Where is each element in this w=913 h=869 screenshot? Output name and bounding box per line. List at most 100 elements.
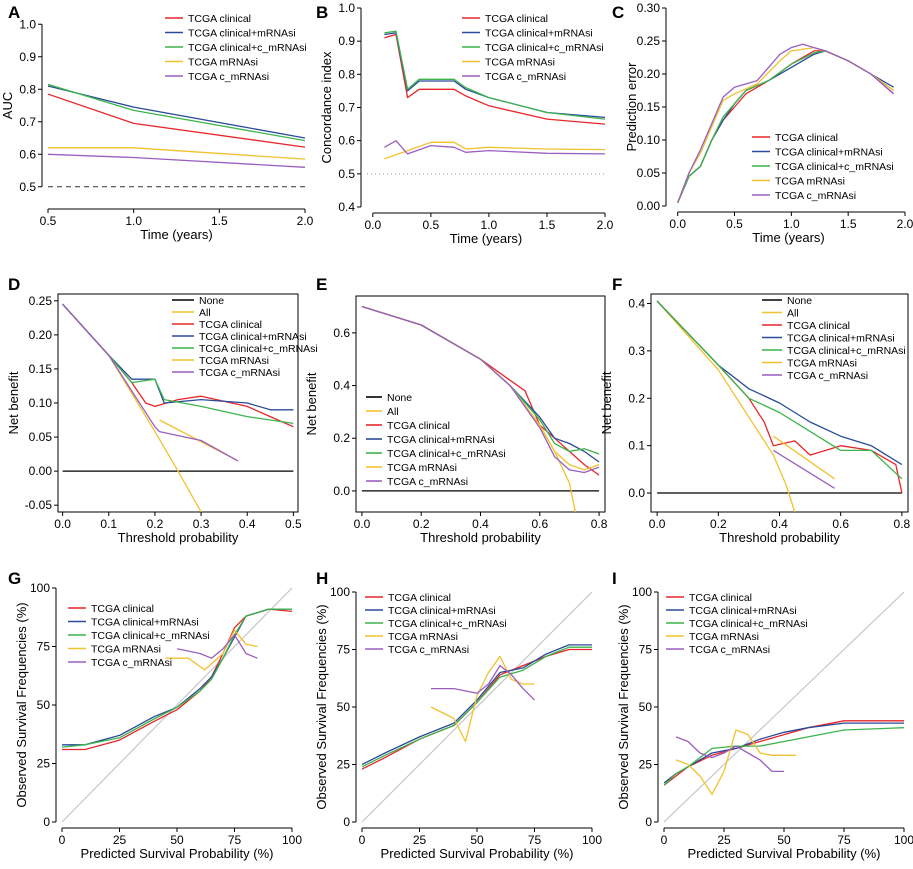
series-line-mRNAsi	[384, 141, 605, 160]
series-line-c-mRNAsi	[62, 303, 239, 462]
legend-label: TCGA c_mRNAsi	[485, 71, 566, 83]
legend-label: TCGA clinical+c_mRNAsi	[199, 343, 318, 355]
y-tick-label: 75	[639, 643, 653, 657]
y-tick-label: 0.15	[637, 100, 661, 114]
x-tick-label: 0.4	[239, 517, 256, 531]
y-axis-title: Net benefit	[304, 372, 319, 435]
x-axis-title: Time (years)	[752, 230, 824, 245]
series-line-clinical-c-mRNAsi	[362, 646, 592, 768]
legend-label: TCGA clinical+mRNAsi	[91, 617, 199, 629]
y-tick-label: 0.4	[333, 379, 350, 393]
x-tick-label: 50	[170, 833, 184, 847]
legend-label: None	[387, 392, 412, 404]
y-tick-label: 0.6	[338, 134, 355, 148]
legend-label: TCGA mRNAsi	[787, 358, 857, 370]
legend-label: TCGA c_mRNAsi	[689, 644, 770, 656]
legend-label: TCGA clinical+c_mRNAsi	[388, 618, 507, 630]
panel-letter: G	[8, 569, 21, 588]
series-line-clinical-c-mRNAsi	[48, 83, 305, 142]
x-tick-label: 0.5	[40, 214, 57, 228]
panel-i: I 0 25 50 75 100 0 25 50 75 100 Predicted Survival …	[612, 569, 913, 861]
y-axis-title: Observed Survival Frequencies (%)	[616, 604, 631, 809]
x-tick-label: 100	[282, 833, 302, 847]
x-tick-label: 0.2	[147, 517, 164, 531]
legend-label: TCGA mRNAsi	[387, 462, 457, 474]
legend-label: TCGA clinical	[91, 603, 154, 615]
y-axis-title: Observed Survival Frequencies (%)	[14, 602, 29, 807]
series-line-c-mRNAsi	[431, 664, 535, 701]
panel-c: C 0.0 0.5 1.0 1.5 2.0 0.00 0.05 0.10 0.15 0.20 0.25…	[612, 1, 913, 245]
panel-h: H 0 25 50 75 100 0 25 50 75 100 Predicted Survival …	[314, 569, 602, 861]
legend-label: TCGA c_mRNAsi	[787, 370, 868, 382]
series-line-clinical-c-mRNAsi	[664, 727, 904, 786]
y-tick-label: 100	[330, 585, 350, 599]
y-tick-label: 0.5	[338, 167, 355, 181]
legend-label: TCGA clinical+mRNAsi	[387, 434, 495, 446]
y-tick-label: 0.9	[338, 34, 355, 48]
legend-label: TCGA clinical	[689, 592, 752, 604]
x-tick-label: 0.2	[710, 517, 727, 531]
x-tick-label: 0.8	[591, 517, 608, 531]
legend-label: TCGA mRNAsi	[188, 57, 258, 69]
y-tick-label: 0.05	[637, 166, 661, 180]
legend-label: TCGA clinical	[388, 592, 451, 604]
y-tick-label: 0.10	[637, 133, 661, 147]
x-tick-label: 100	[582, 833, 602, 847]
panel-letter: H	[316, 569, 328, 588]
y-axis-title: Observed Survival Frequencies (%)	[314, 604, 329, 809]
legend-label: TCGA clinical+c_mRNAsi	[775, 161, 894, 173]
series-line-clinical-c-mRNAsi	[384, 30, 605, 120]
x-axis-title: Threshold probability	[719, 530, 840, 545]
legend-label: TCGA c_mRNAsi	[188, 71, 269, 83]
y-tick-label: 75	[37, 640, 51, 654]
legend-label: TCGA clinical+mRNAsi	[485, 28, 593, 40]
x-tick-label: 0.2	[413, 517, 430, 531]
x-tick-label: 0	[59, 833, 66, 847]
y-tick-label: 0.9	[19, 50, 36, 64]
x-tick-label: 0.5	[423, 218, 440, 232]
panel-f: F0.0 0.2 0.4 0.6 0.80.00.10.20.30.4Threshold…	[599, 275, 911, 545]
legend-label: All	[199, 307, 211, 319]
x-tick-label: 0.5	[726, 217, 743, 231]
panel-letter: E	[316, 275, 327, 294]
x-tick-label: 0	[661, 833, 668, 847]
series-line-clinical-mRNAsi	[656, 300, 903, 466]
x-tick-label: 25	[113, 833, 127, 847]
y-tick-label: 75	[337, 643, 351, 657]
x-tick-label: 0.4	[771, 517, 788, 531]
series-line-mRNAsi	[675, 729, 796, 796]
legend-label: TCGA clinical	[485, 13, 548, 25]
x-tick-label: 75	[837, 833, 851, 847]
legend-label: TCGA clinical	[787, 320, 850, 332]
x-axis-title: Threshold probability	[118, 530, 239, 545]
legend-label: TCGA mRNAsi	[775, 176, 845, 188]
x-tick-label: 1.5	[539, 218, 556, 232]
y-tick-label: 100	[632, 585, 652, 599]
y-tick-label: 0.30	[637, 1, 661, 15]
legend-label: TCGA c_mRNAsi	[91, 657, 172, 669]
y-tick-label: 0	[343, 815, 350, 829]
panel-letter: B	[316, 3, 328, 22]
y-axis-title: Net benefit	[599, 371, 614, 434]
y-tick-label: 0.00	[637, 199, 661, 213]
legend-label: TCGA clinical+c_mRNAsi	[485, 42, 604, 54]
y-tick-label: 0.05	[29, 430, 53, 444]
x-axis-title: Predicted Survival Probability (%)	[381, 846, 574, 861]
legend-label: All	[787, 308, 799, 320]
x-tick-label: 25	[413, 833, 427, 847]
x-tick-label: 0.1	[100, 517, 117, 531]
panel-g: G 0 25 50 75 100 0 25 50 75 100 Predicted Survival …	[8, 569, 302, 861]
y-axis-title: AUC	[0, 92, 15, 119]
y-tick-label: 100	[30, 581, 50, 595]
panel-letter: I	[612, 569, 617, 588]
y-tick-label: 0.00	[29, 464, 53, 478]
y-tick-label: -0.05	[25, 498, 53, 512]
series-line-c-mRNAsi	[677, 43, 895, 203]
x-tick-label: 0.5	[285, 517, 302, 531]
legend-label: TCGA clinical+c_mRNAsi	[188, 42, 307, 54]
x-tick-label: 2.0	[897, 217, 913, 231]
x-tick-label: 0.6	[832, 517, 849, 531]
y-tick-label: 0.0	[333, 484, 350, 498]
